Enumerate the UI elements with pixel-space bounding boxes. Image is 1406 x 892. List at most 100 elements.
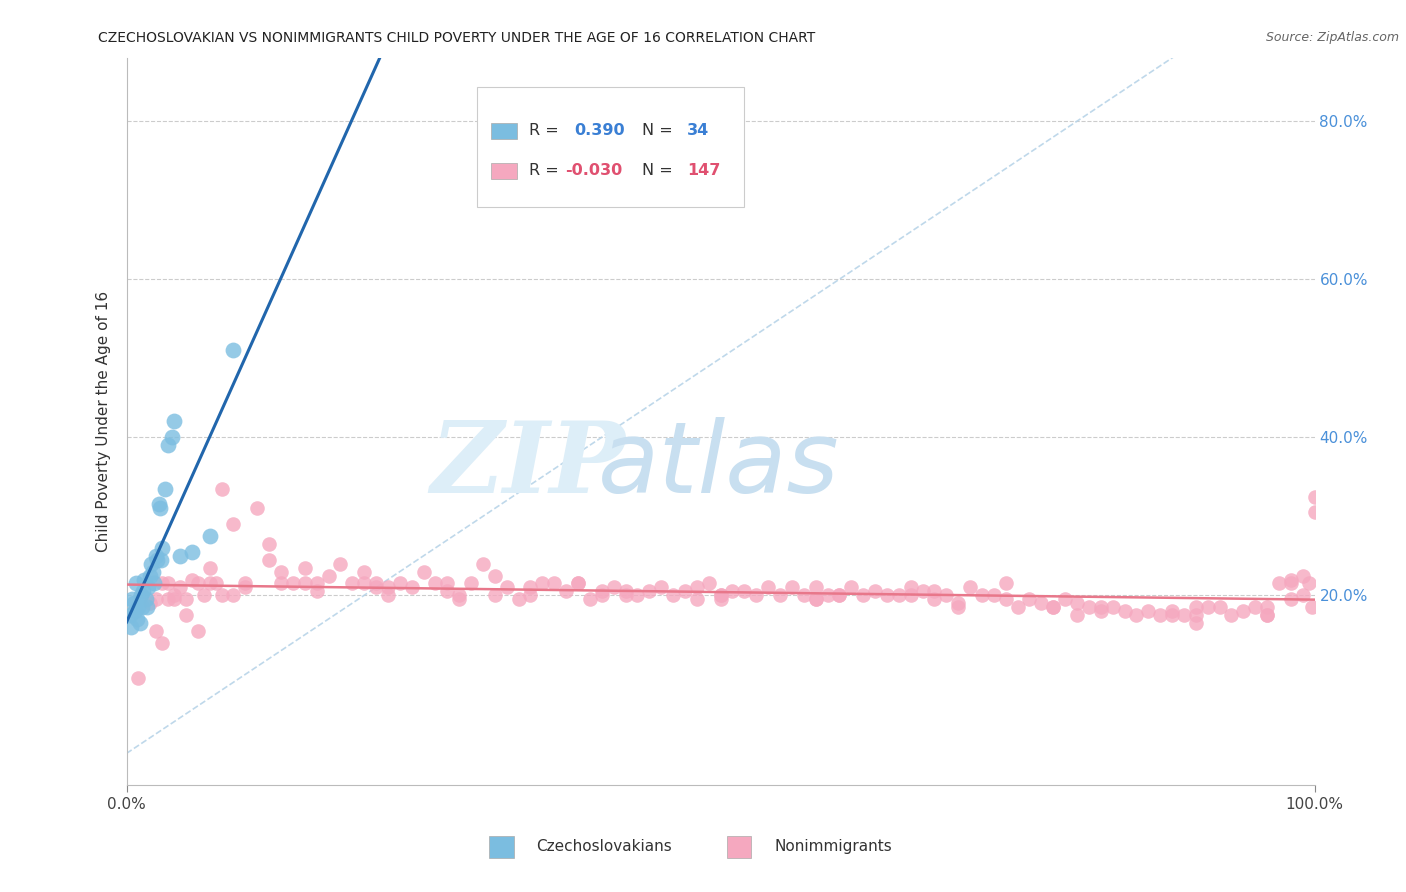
Point (364, 581, 387, 595)
Bar (491, 162, 517, 178)
Text: atlas: atlas (598, 417, 839, 514)
Point (1301, 600, 1323, 615)
Text: 0.390: 0.390 (575, 123, 626, 138)
Point (1101, 600, 1123, 615)
Point (150, 576, 173, 591)
Point (425, 576, 447, 591)
Point (148, 498, 170, 512)
Point (222, 517, 245, 532)
Point (495, 581, 517, 595)
Point (900, 588, 922, 602)
Point (1031, 596, 1053, 610)
Point (745, 588, 768, 602)
Point (863, 584, 886, 599)
Point (436, 584, 458, 599)
Point (1244, 600, 1267, 615)
Point (222, 588, 245, 602)
Point (139, 596, 162, 610)
Point (970, 588, 993, 602)
Point (780, 581, 803, 595)
Point (149, 501, 172, 516)
Point (839, 581, 862, 595)
Point (1066, 596, 1088, 610)
Point (211, 588, 233, 602)
Point (1042, 600, 1064, 615)
Point (270, 565, 292, 579)
Y-axis label: Child Poverty Under the Age of 16: Child Poverty Under the Age of 16 (96, 291, 111, 552)
Point (449, 592, 471, 607)
Point (1018, 592, 1040, 607)
Point (142, 576, 165, 591)
Point (174, 592, 197, 607)
Point (157, 576, 180, 591)
Point (662, 588, 685, 602)
Point (1256, 600, 1278, 615)
Point (793, 588, 815, 602)
Point (157, 438, 180, 452)
Point (1279, 573, 1302, 587)
Text: N =: N = (643, 123, 678, 138)
Point (139, 568, 162, 582)
Point (804, 581, 827, 595)
Point (131, 600, 153, 615)
Point (567, 576, 589, 591)
Text: 34: 34 (688, 123, 710, 138)
Point (555, 584, 578, 599)
Point (318, 568, 340, 582)
Point (163, 414, 186, 428)
Point (460, 576, 482, 591)
Point (472, 557, 495, 571)
Point (377, 588, 399, 602)
Point (127, 600, 149, 615)
Point (294, 576, 316, 591)
Point (686, 592, 709, 607)
Point (579, 592, 602, 607)
Point (1161, 608, 1184, 623)
Point (388, 576, 411, 591)
Point (222, 343, 245, 358)
Point (127, 612, 149, 626)
Point (135, 592, 157, 607)
Point (120, 620, 142, 634)
Point (122, 596, 145, 610)
Text: -0.030: -0.030 (565, 163, 623, 178)
Point (142, 565, 165, 579)
Point (602, 581, 624, 595)
Point (257, 553, 280, 567)
Point (146, 553, 169, 567)
Point (531, 576, 554, 591)
Point (673, 584, 696, 599)
Point (157, 592, 180, 607)
Point (401, 581, 423, 595)
Point (1007, 600, 1029, 615)
Point (281, 576, 304, 591)
Point (948, 600, 970, 615)
Point (710, 592, 733, 607)
Point (591, 588, 613, 602)
Text: N =: N = (643, 163, 678, 178)
Text: CZECHOSLOVAKIAN VS NONIMMIGRANTS CHILD POVERTY UNDER THE AGE OF 16 CORRELATION C: CZECHOSLOVAKIAN VS NONIMMIGRANTS CHILD P… (98, 31, 815, 45)
Bar (489, 836, 513, 858)
Point (353, 576, 375, 591)
Point (1149, 608, 1171, 623)
Point (187, 576, 209, 591)
Point (135, 600, 157, 615)
Point (174, 608, 197, 623)
Point (120, 608, 142, 623)
Point (1220, 608, 1243, 623)
Point (1232, 604, 1254, 618)
Point (187, 624, 209, 638)
Point (1256, 608, 1278, 623)
Point (1066, 608, 1088, 623)
Point (150, 636, 173, 650)
Point (614, 588, 637, 602)
Point (121, 592, 143, 607)
Point (817, 588, 839, 602)
Point (412, 565, 434, 579)
Point (1292, 588, 1315, 602)
Point (756, 581, 779, 595)
Point (1303, 490, 1326, 504)
Point (1090, 600, 1112, 615)
Point (1185, 608, 1208, 623)
Point (305, 576, 328, 591)
